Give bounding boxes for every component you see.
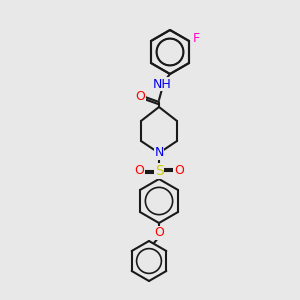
- Text: S: S: [154, 164, 164, 178]
- Text: N: N: [154, 146, 164, 160]
- Text: O: O: [174, 164, 184, 178]
- Text: O: O: [135, 89, 145, 103]
- Text: O: O: [154, 226, 164, 239]
- Text: F: F: [193, 32, 200, 46]
- Text: NH: NH: [153, 77, 171, 91]
- Text: O: O: [134, 164, 144, 178]
